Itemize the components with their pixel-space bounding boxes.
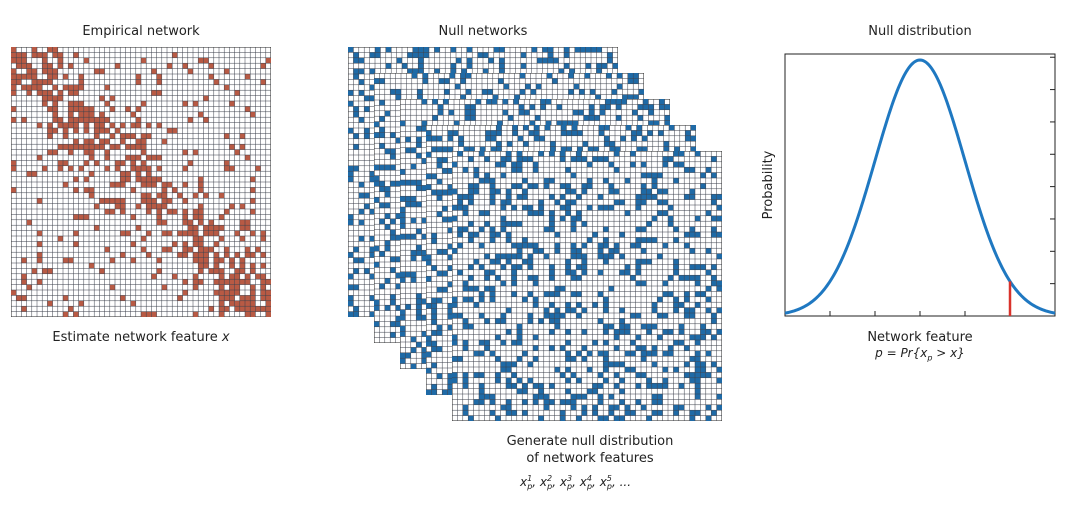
null-samples-list: x1p, x2p, x3p, x4p, x5p, ...	[520, 474, 632, 492]
formula-suffix: > x}	[932, 346, 965, 360]
y-axis-label: Probability	[761, 150, 776, 219]
sample-term: x5p	[599, 474, 612, 492]
null-distribution-chart: Probability	[761, 53, 1056, 317]
null-caption-line1: Generate null distribution	[506, 434, 674, 449]
null-networks-title: Null networks	[438, 24, 528, 39]
distribution-formula: p = Pr{xp > x}	[785, 346, 1055, 362]
empirical-network-matrix	[11, 47, 271, 317]
chart-frame	[784, 53, 1056, 317]
null-network-matrix-5	[452, 151, 722, 421]
distribution-xlabel: Network feature	[867, 330, 973, 345]
formula-prefix: p = Pr{x	[875, 346, 928, 360]
empirical-caption-var: x	[221, 330, 230, 345]
sample-term: x3p	[559, 474, 573, 492]
null-caption-line2: of network features	[526, 451, 654, 466]
null-networks-caption: Generate null distribution of network fe…	[470, 433, 710, 467]
sample-term: x4p	[579, 474, 593, 492]
null-distribution-title: Null distribution	[868, 24, 972, 39]
sample-term: x1p	[520, 474, 533, 492]
empirical-network-title: Empirical network	[82, 24, 200, 39]
sample-term: x2p	[539, 474, 553, 492]
empirical-caption-text: Estimate network feature	[52, 330, 222, 345]
formula-sub: p	[927, 353, 933, 363]
gaussian-curve	[784, 58, 1056, 315]
empirical-network-caption: Estimate network feature x	[11, 330, 271, 345]
